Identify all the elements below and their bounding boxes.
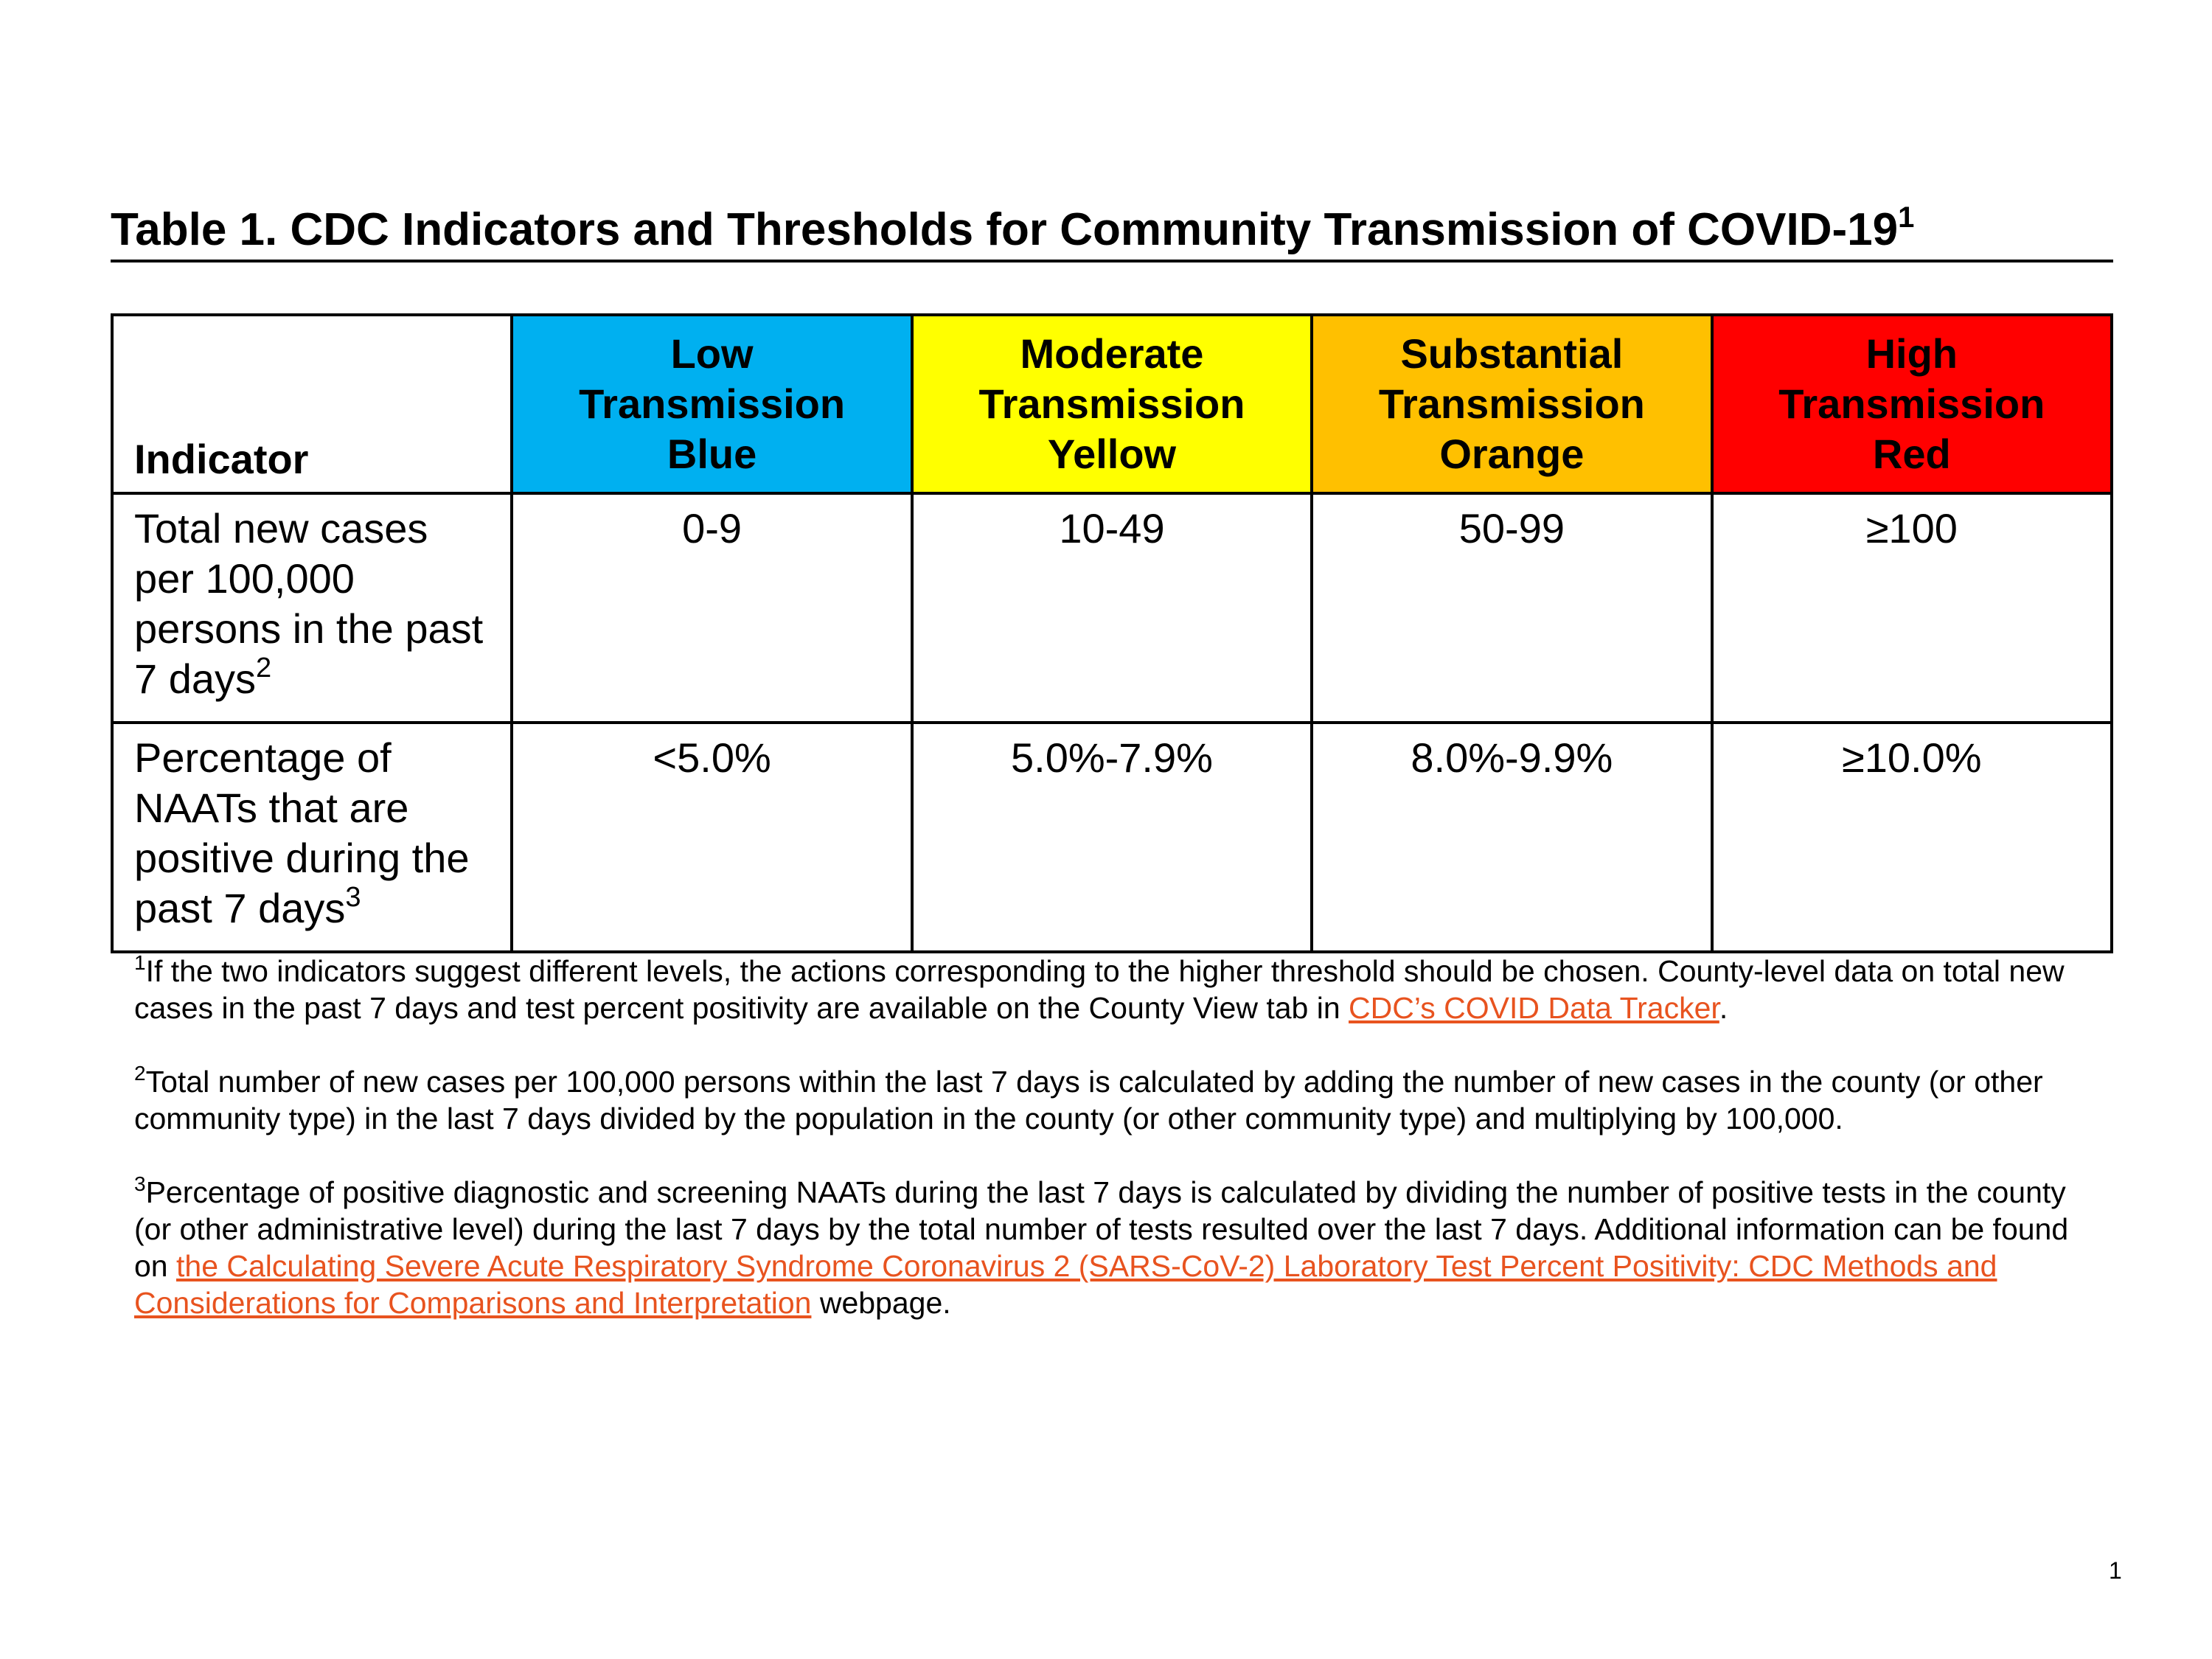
level-header-color-name: Orange	[1439, 431, 1585, 477]
covid-data-tracker-link[interactable]: CDC’s COVID Data Tracker	[1349, 991, 1719, 1025]
footnote-text: Percentage of positive diagnostic and sc…	[134, 1175, 2069, 1283]
footnote-text: Total number of new cases per 100,000 pe…	[134, 1065, 2043, 1135]
footnote-marker: 2	[134, 1062, 146, 1085]
footnote-marker: 1	[134, 951, 146, 974]
level-header-line: Transmission	[579, 380, 846, 427]
title-footnote-marker: 1	[1898, 201, 1915, 234]
footnote-2: 2Total number of new cases per 100,000 p…	[134, 1063, 2096, 1137]
percent-positivity-methods-link[interactable]: the Calculating Severe Acute Respiratory…	[134, 1249, 1997, 1320]
level-header-color-name: Red	[1872, 431, 1951, 477]
page-number: 1	[2109, 1557, 2122, 1584]
level-header-color-name: Blue	[667, 431, 757, 477]
threshold-cell-substantial: 8.0%-9.9%	[1310, 721, 1714, 953]
level-header-line: Low	[670, 330, 754, 377]
footnote-text: If the two indicators suggest different …	[134, 954, 2065, 1025]
threshold-cell-low: 0-9	[510, 492, 914, 724]
page-title-text: Table 1. CDC Indicators and Thresholds f…	[111, 204, 1899, 255]
threshold-cell-substantial: 50-99	[1310, 492, 1714, 724]
indicator-footnote-marker: 3	[345, 882, 361, 913]
level-header-line: Substantial	[1400, 330, 1624, 377]
threshold-cell-moderate: 5.0%-7.9%	[910, 721, 1314, 953]
page-title: Table 1. CDC Indicators and Thresholds f…	[111, 201, 2113, 260]
level-header-line: Transmission	[978, 380, 1245, 427]
indicator-cell-naat-positivity: Percentage of NAATs that are positive du…	[110, 721, 514, 953]
footnote-text-end: webpage.	[811, 1286, 951, 1320]
table-row: Percentage of NAATs that are positive du…	[110, 721, 2114, 953]
indicator-label: Percentage of NAATs that are positive du…	[134, 734, 470, 931]
indicator-label: Total new cases per 100,000 persons in t…	[134, 505, 484, 702]
footnote-3: 3Percentage of positive diagnostic and s…	[134, 1174, 2096, 1321]
table-row: Total new cases per 100,000 persons in t…	[110, 492, 2114, 724]
level-header-line: Transmission	[1378, 380, 1645, 427]
level-header-high: High Transmission Red	[1710, 313, 2114, 495]
level-header-low: Low Transmission Blue	[510, 313, 914, 495]
indicator-cell-new-cases: Total new cases per 100,000 persons in t…	[110, 492, 514, 724]
footnote-1: 1If the two indicators suggest different…	[134, 953, 2096, 1026]
footnote-text-end: .	[1719, 991, 1728, 1025]
table-header-row: Indicator Low Transmission Blue Moderate…	[110, 313, 2114, 495]
indicators-table: Indicator Low Transmission Blue Moderate…	[110, 313, 2114, 953]
threshold-cell-high: ≥10.0%	[1710, 721, 2114, 953]
threshold-cell-moderate: 10-49	[910, 492, 1314, 724]
title-underline	[111, 260, 2113, 262]
level-header-moderate: Moderate Transmission Yellow	[910, 313, 1314, 495]
indicator-column-header: Indicator	[110, 313, 514, 495]
level-header-line: High	[1865, 330, 1958, 377]
footnote-marker: 3	[134, 1172, 146, 1195]
level-header-line: Moderate	[1020, 330, 1204, 377]
threshold-cell-high: ≥100	[1710, 492, 2114, 724]
indicator-footnote-marker: 2	[256, 653, 272, 684]
footnotes: 1If the two indicators suggest different…	[134, 953, 2096, 1358]
level-header-line: Transmission	[1778, 380, 2045, 427]
level-header-color-name: Yellow	[1047, 431, 1177, 477]
level-header-substantial: Substantial Transmission Orange	[1310, 313, 1714, 495]
threshold-cell-low: <5.0%	[510, 721, 914, 953]
